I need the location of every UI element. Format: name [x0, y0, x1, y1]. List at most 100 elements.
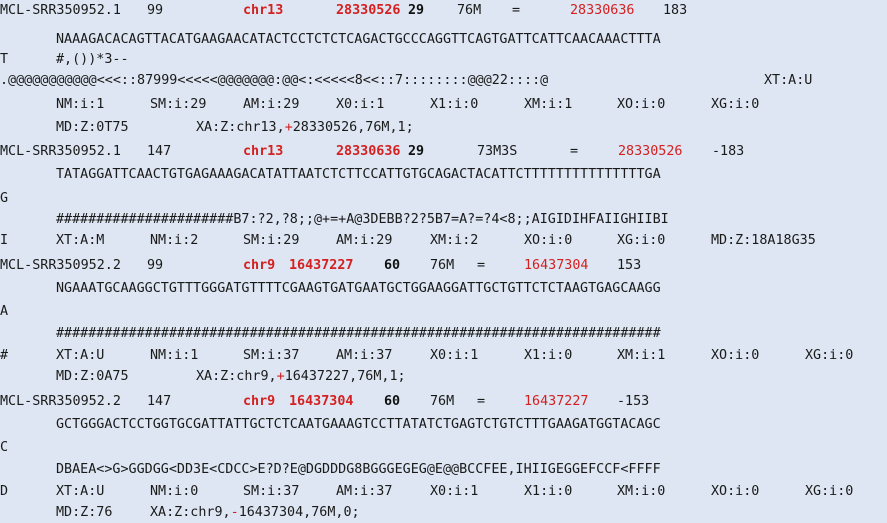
position: 16437304 — [289, 394, 354, 409]
tag: SM:i:29 — [150, 97, 207, 112]
quality-tail: I — [0, 233, 9, 248]
flag: 147 — [147, 144, 172, 159]
sequence-tail: A — [0, 304, 9, 319]
chromosome: chr13 — [243, 3, 284, 18]
sequence-line: TATAGGATTCAACTGTGAGAAAGACATATTAATCTCTTCC… — [56, 167, 661, 182]
tag: XO:i:0 — [524, 233, 573, 248]
md-tag: MD:Z:76 — [56, 505, 113, 520]
record-header: MCL-SRR350952.1 99 chr13 28330526 29 76M = 2833… — [0, 1, 687, 21]
sequence-tail: G — [0, 191, 9, 206]
mate-position: 28330636 — [570, 3, 635, 18]
xa-prefix: XA:Z:chr9, — [196, 369, 277, 384]
cigar: 73M3S — [477, 144, 518, 159]
xa-strand: - — [230, 505, 239, 520]
tag: NM:i:1 — [56, 97, 105, 112]
xa-rest: 16437304,76M,0; — [238, 505, 360, 520]
tag: AM:i:37 — [336, 348, 393, 363]
tag: XM:i:1 — [524, 97, 573, 112]
tag: XG:i:0 — [805, 484, 854, 499]
quality-string: ########################################… — [56, 326, 661, 341]
mate-reference: = — [477, 258, 486, 273]
chromosome: chr13 — [243, 144, 284, 159]
mapping-quality: 29 — [408, 144, 425, 159]
qname: MCL-SRR350952.1 — [0, 144, 121, 159]
tags-line: D XT:A:U NM:i:0 SM:i:37 AM:i:37 X0:i:1 X1:i:0 X… — [0, 482, 853, 502]
quality-line: .@@@@@@@@@@@<<<::87999<<<<<@@@@@@@:@@<:<… — [0, 71, 812, 91]
sequence-wrap-line: T #,())*3-- — [0, 50, 129, 70]
mapping-quality: 60 — [384, 258, 401, 273]
mate-reference: = — [512, 3, 521, 18]
tag: XG:i:0 — [617, 233, 666, 248]
tag: XM:i:0 — [617, 484, 666, 499]
tag: X0:i:1 — [430, 484, 479, 499]
tag: XT:A:U — [56, 484, 105, 499]
qname: MCL-SRR350952.2 — [0, 258, 121, 273]
tag: XT:A:U — [56, 348, 105, 363]
xa-prefix: XA:Z:chr9, — [150, 505, 231, 520]
qname: MCL-SRR350952.1 — [0, 3, 121, 18]
mate-position: 16437227 — [524, 394, 589, 409]
mate-reference: = — [570, 144, 579, 159]
mate-position: 16437304 — [524, 258, 589, 273]
tag: X1:i:0 — [524, 348, 573, 363]
sequence-tail: T — [0, 52, 9, 67]
chromosome: chr9 — [243, 394, 276, 409]
tag: NM:i:0 — [150, 484, 199, 499]
xa-strand: + — [284, 120, 293, 135]
tag: XT:A:M — [56, 233, 105, 248]
tag: X1:i:0 — [524, 484, 573, 499]
tag: AM:i:29 — [336, 233, 393, 248]
tag: NM:i:2 — [150, 233, 199, 248]
template-length: 183 — [663, 3, 688, 18]
mapping-quality: 29 — [408, 3, 425, 18]
tag: XG:i:0 — [805, 348, 854, 363]
quality-tail: # — [0, 348, 9, 363]
position: 16437227 — [289, 258, 354, 273]
cigar: 76M — [457, 3, 482, 18]
quality-tail: D — [0, 484, 9, 499]
tag: XT:A:U — [764, 73, 813, 88]
tag: XO:i:0 — [711, 348, 760, 363]
template-length: -153 — [617, 394, 650, 409]
flag: 99 — [147, 258, 164, 273]
tag: X1:i:0 — [430, 97, 479, 112]
sequence-line: NGAAATGCAAGGCTGTTTGGGATGTTTTCGAAGTGATGAA… — [56, 281, 661, 296]
xa-tag: XA:Z:chr9,+16437227,76M,1; — [196, 367, 406, 387]
tags-line: I XT:A:M NM:i:2 SM:i:29 AM:i:29 XM:i:2 XO:i:0 X… — [0, 231, 816, 251]
quality-string: .@@@@@@@@@@@<<<::87999<<<<<@@@@@@@:@@<:<… — [0, 73, 549, 88]
tag: XM:i:2 — [430, 233, 479, 248]
xa-prefix: XA:Z:chr13, — [196, 120, 285, 135]
md-tag: MD:Z:18A18G35 — [711, 233, 816, 248]
mate-reference: = — [477, 394, 486, 409]
record-header: MCL-SRR350952.2 147 chr9 16437304 60 76M = 1643… — [0, 392, 649, 412]
xa-rest: 16437227,76M,1; — [284, 369, 406, 384]
mate-position: 28330526 — [618, 144, 683, 159]
xa-rest: 28330526,76M,1; — [292, 120, 414, 135]
flag: 147 — [147, 394, 172, 409]
flag: 99 — [147, 3, 164, 18]
chromosome: chr9 — [243, 258, 276, 273]
record-header: MCL-SRR350952.1 147 chr13 28330636 29 73M3S = 2… — [0, 142, 744, 162]
template-length: -183 — [712, 144, 745, 159]
cigar: 76M — [430, 258, 455, 273]
tag: AM:i:37 — [336, 484, 393, 499]
qname: MCL-SRR350952.2 — [0, 394, 121, 409]
md-tag: MD:Z:0A75 — [56, 369, 129, 384]
sequence-line: NAAAGACACAGTTACATGAAGAACATACTCCTCTCTCAGA… — [56, 32, 661, 47]
tags-line: # XT:A:U NM:i:1 SM:i:37 AM:i:37 X0:i:1 X1:i:0 X… — [0, 346, 853, 366]
tag: X0:i:1 — [336, 97, 385, 112]
tag: XM:i:1 — [617, 348, 666, 363]
tag: XO:i:0 — [617, 97, 666, 112]
sequence-tail: C — [0, 440, 9, 455]
quality-string: DBAEA<>G>GGDGG<DD3E<CDCC>E?D?E@DGDDDG8BG… — [56, 462, 661, 477]
tag: XO:i:0 — [711, 484, 760, 499]
xa-tag: XA:Z:chr13,+28330526,76M,1; — [196, 118, 414, 138]
tag: SM:i:37 — [243, 348, 300, 363]
md-tag: MD:Z:0T75 — [56, 120, 129, 135]
xa-tag: XA:Z:chr9,-16437304,76M,0; — [150, 503, 360, 523]
quality-string: #,())*3-- — [56, 52, 129, 67]
cigar: 76M — [430, 394, 455, 409]
tag: NM:i:1 — [150, 348, 199, 363]
tag: AM:i:29 — [243, 97, 300, 112]
